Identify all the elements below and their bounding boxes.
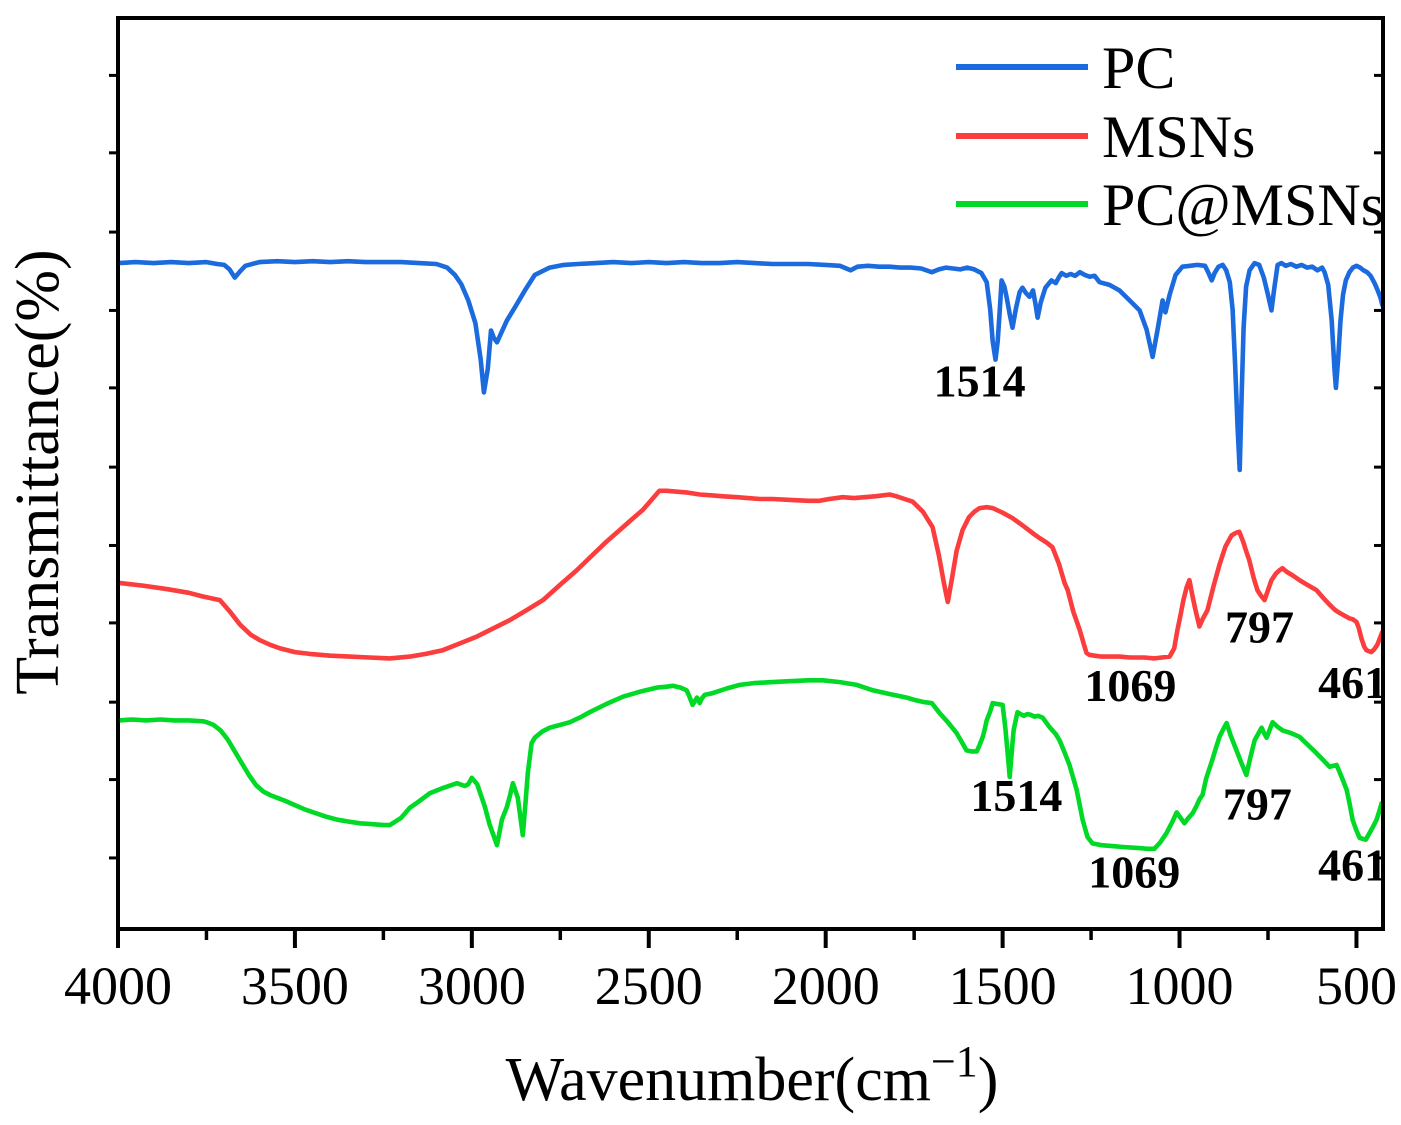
spectra-curves [118, 258, 1383, 852]
legend-label-pc: PC [1102, 35, 1175, 101]
x-tick-label: 2500 [595, 956, 703, 1016]
peak-annotation: 461 [1318, 657, 1387, 708]
x-axis-title-close: ) [978, 1046, 999, 1114]
x-tick-label: 4000 [64, 956, 172, 1016]
x-tick-label: 2000 [772, 956, 880, 1016]
x-tick-label: 1000 [1126, 956, 1234, 1016]
x-tick-label: 1500 [949, 956, 1057, 1016]
x-axis-ticks [116, 929, 1359, 948]
spectrum-curve-msns [118, 488, 1383, 661]
x-tick-label: 3500 [241, 956, 349, 1016]
peak-annotation: 797 [1223, 778, 1292, 829]
peak-annotation: 1069 [1084, 660, 1176, 711]
peak-annotations: 1514 1069 797 461 1514 1069 797 461 [934, 356, 1387, 898]
peak-annotation: 461 [1318, 839, 1387, 890]
peak-annotation: 1514 [970, 770, 1062, 821]
x-tick-label: 500 [1316, 956, 1397, 1016]
peak-annotation: 797 [1225, 602, 1294, 653]
x-axis-tick-labels: 4000 3500 3000 2500 2000 1500 1000 500 [64, 956, 1397, 1016]
plot-border [116, 16, 1385, 931]
peak-annotation: 1069 [1088, 847, 1180, 898]
legend-label-msns: MSNs [1102, 104, 1255, 170]
plot-area [118, 18, 1383, 929]
y-axis-title: Transmittance(%) [4, 249, 72, 694]
x-axis-title-base: Wavenumber(cm [506, 1046, 931, 1114]
peak-annotation: 1514 [934, 356, 1026, 407]
x-axis-title: Wavenumber(cm−1) [506, 1037, 999, 1114]
x-axis-title-superscript: −1 [931, 1037, 978, 1086]
spectrum-curve-pc [118, 258, 1383, 473]
legend-label-pcmsns: PC@MSNs [1102, 172, 1384, 238]
legend: PC MSNs PC@MSNs [956, 35, 1384, 238]
x-tick-label: 3000 [418, 956, 526, 1016]
spectrum-curve-pc-msns [118, 678, 1383, 852]
